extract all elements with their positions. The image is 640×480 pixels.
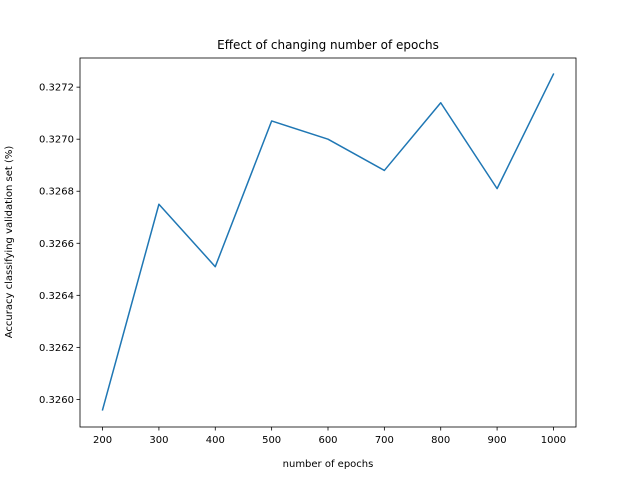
x-tick-label: 500 (262, 435, 281, 446)
x-tick-label: 400 (206, 435, 225, 446)
series-layer (101, 73, 555, 411)
y-tick-label: 0.3268 (39, 187, 74, 198)
x-tick-label: 700 (375, 435, 394, 446)
x-tick-label: 1000 (541, 435, 566, 446)
y-tick-label: 0.3264 (39, 291, 74, 302)
y-tick-label: 0.3266 (39, 239, 74, 250)
x-tick-label: 800 (431, 435, 450, 446)
x-tick-label: 900 (488, 435, 507, 446)
series-line-0 (101, 73, 555, 411)
x-tick-label: 600 (318, 435, 337, 446)
x-tick-label: 300 (149, 435, 168, 446)
y-tick-label: 0.3262 (39, 343, 74, 354)
x-axis-label: number of epochs (283, 459, 374, 470)
x-tick-label: 200 (93, 435, 112, 446)
y-axis-ticks: 0.3260 0.3262 0.3264 0.3266 0.3268 0.3270 0.32… (39, 83, 80, 406)
x-axis-ticks: 200 300 400 500 600 700 800 900 1000 (93, 427, 566, 446)
y-tick-label: 0.3260 (39, 395, 74, 406)
y-tick-label: 0.3270 (39, 135, 74, 146)
y-axis-label: Accuracy classifying validation set (%) (4, 146, 15, 339)
y-tick-label: 0.3272 (39, 83, 74, 94)
chart-title: Effect of changing number of epochs (217, 38, 439, 52)
